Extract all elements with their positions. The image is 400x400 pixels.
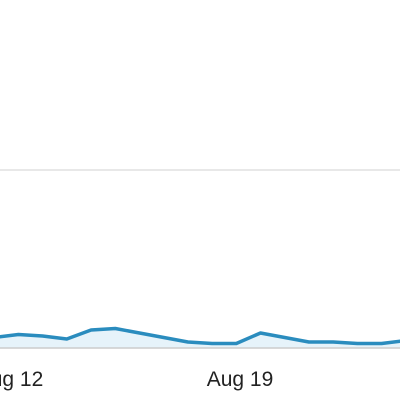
x-tick-labels: Aug 12 Aug 19 bbox=[0, 368, 273, 391]
series-line bbox=[0, 326, 400, 346]
series-area-fill bbox=[0, 328, 400, 348]
x-tick-label: Aug 12 bbox=[0, 368, 43, 391]
x-tick-label: Aug 19 bbox=[207, 368, 274, 391]
